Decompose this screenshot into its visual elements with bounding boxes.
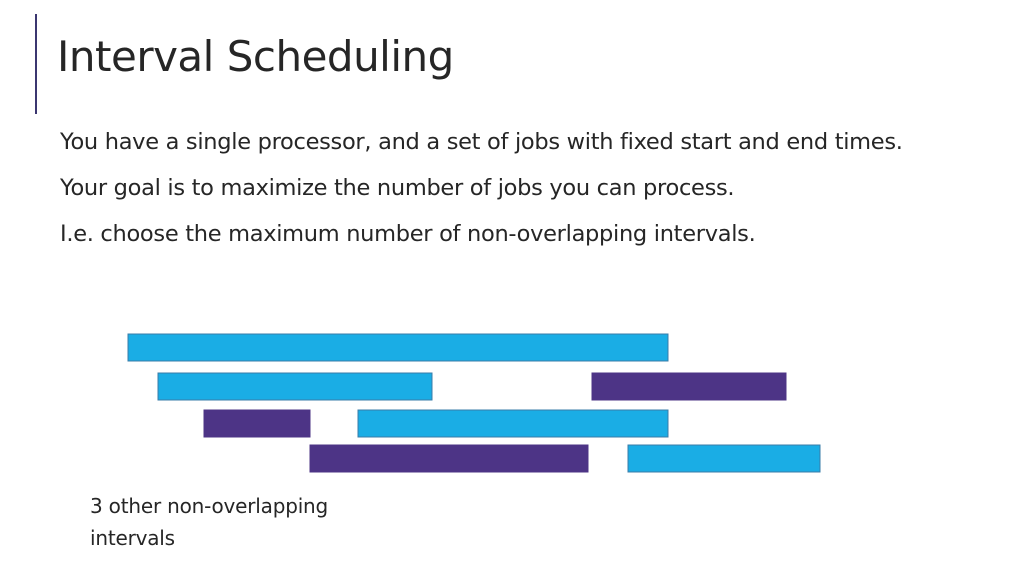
interval-bar [627,444,821,473]
bullet-item: Your goal is to maximize the number of j… [60,175,735,201]
title-accent-bar [35,14,37,114]
slide-title: Interval Scheduling [57,32,454,81]
bullet-list: You have a single processor, and a set o… [60,126,960,264]
selected-interval-bar [203,409,311,438]
bullet-item: I.e. choose the maximum number of non-ov… [60,221,756,247]
selected-interval-bar [591,372,787,401]
selected-interval-bar [309,444,589,473]
bullet-item: You have a single processor, and a set o… [60,129,903,155]
interval-bar [127,333,669,362]
interval-bar [357,409,669,438]
caption: 3 other non-overlapping intervals [90,494,329,550]
interval-bar [157,372,433,401]
